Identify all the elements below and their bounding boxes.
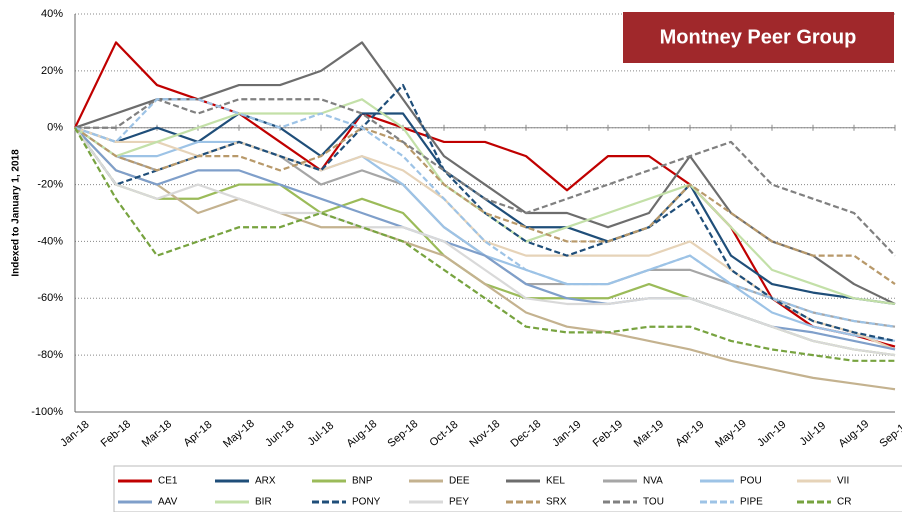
series-line xyxy=(74,98,896,328)
legend-label: ARX xyxy=(255,476,276,487)
legend-label: PEY xyxy=(449,497,469,508)
y-tick-label: 20% xyxy=(41,65,63,77)
legend-label: BNP xyxy=(352,476,373,487)
y-tick-label: -100% xyxy=(31,406,63,418)
legend-label: CR xyxy=(837,497,851,508)
annotation-box xyxy=(623,12,894,63)
y-tick-label: -40% xyxy=(37,235,63,247)
y-axis-label: Indexed to January 1, 2018 xyxy=(11,149,22,277)
y-tick-label: -80% xyxy=(37,349,63,361)
legend-label: DEE xyxy=(449,476,470,487)
legend-label: KEL xyxy=(546,476,565,487)
legend-label: PONY xyxy=(352,497,381,508)
legend-label: POU xyxy=(740,476,762,487)
series-line xyxy=(74,127,895,362)
annotation: Montney Peer Group xyxy=(660,26,857,48)
legend-label: PIPE xyxy=(740,497,763,508)
legend-label: CE1 xyxy=(158,476,178,487)
y-tick-label: -20% xyxy=(37,178,63,190)
legend-label: SRX xyxy=(546,497,567,508)
series-line xyxy=(74,127,896,357)
series-line xyxy=(74,83,896,343)
legend-frame xyxy=(113,465,902,512)
y-tick-label: -60% xyxy=(37,292,63,304)
legend-label: BIR xyxy=(255,497,272,508)
series-line xyxy=(74,41,896,305)
legend-label: VII xyxy=(837,476,849,487)
y-tick-label: 40% xyxy=(41,8,63,20)
series-line xyxy=(74,126,896,391)
legend-label: AAV xyxy=(158,497,178,508)
legend-label: TOU xyxy=(643,497,664,508)
legend-label: NVA xyxy=(643,476,663,487)
series-line xyxy=(75,98,896,257)
y-tick-label: 0% xyxy=(47,122,63,134)
